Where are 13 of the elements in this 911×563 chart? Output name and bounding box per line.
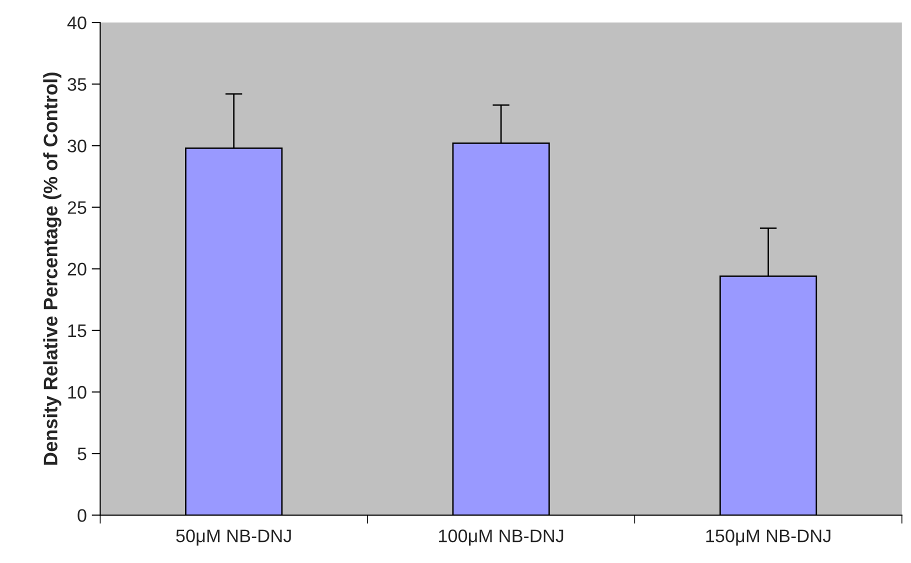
y-tick-label: 20 (68, 262, 86, 276)
y-axis-title: Density Relative Percentage (% of Control) (43, 72, 62, 465)
y-tick-label: 10 (68, 386, 86, 399)
y-tick-label: 40 (67, 16, 86, 30)
y-tick-label: 35 (68, 78, 86, 91)
x-tick-label: 100μM NB-DNJ (439, 530, 564, 546)
y-tick-label: 25 (68, 201, 86, 214)
y-tick-label: 0 (78, 509, 86, 522)
x-tick-label: 50μM NB-DNJ (176, 530, 291, 546)
y-tick-label: 5 (78, 448, 86, 460)
x-tick-label: 150μM NB-DNJ (706, 530, 830, 546)
y-tick-label: 15 (68, 324, 86, 338)
y-tick-label: 30 (68, 140, 86, 152)
